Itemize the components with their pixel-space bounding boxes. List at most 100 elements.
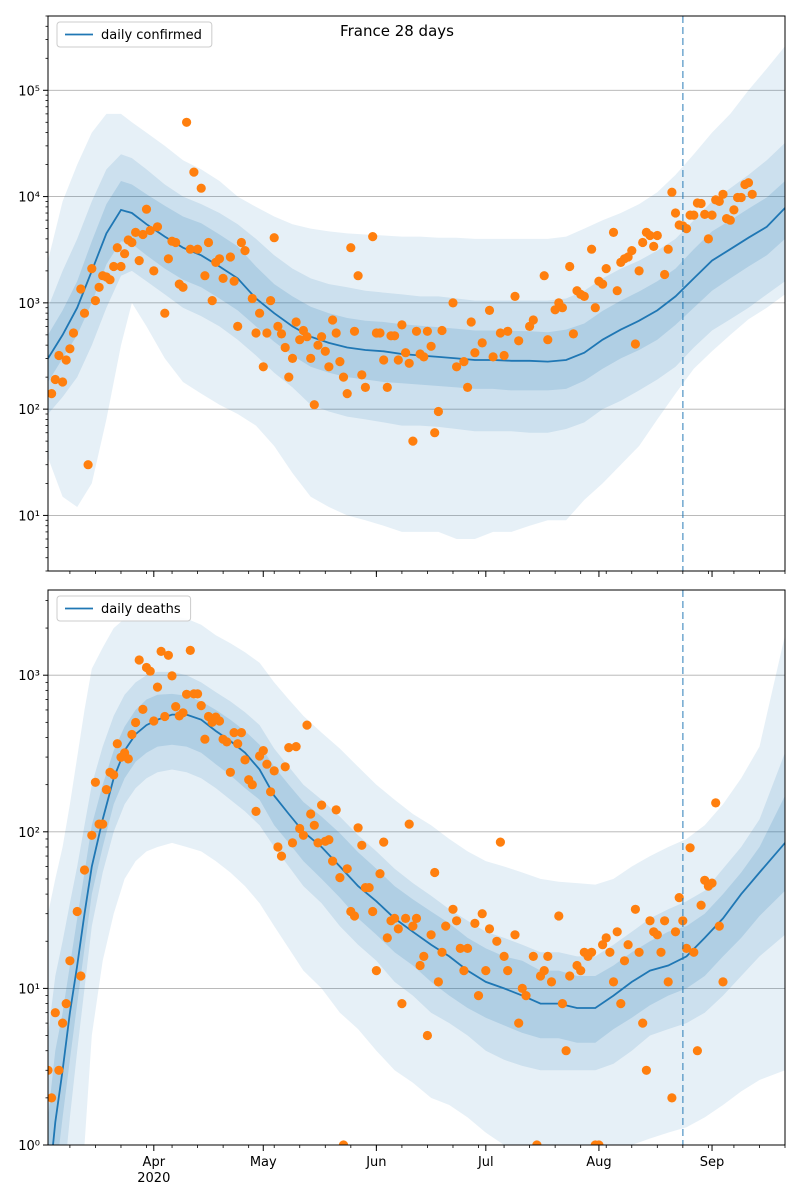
observed-point — [484, 305, 495, 315]
observed-point — [670, 208, 681, 218]
observed-point — [266, 787, 276, 797]
observed-point — [605, 947, 615, 957]
observed-point — [298, 830, 308, 840]
observed-point — [138, 229, 148, 240]
observed-point — [565, 971, 575, 981]
observed-point — [309, 400, 319, 410]
observed-point — [138, 704, 148, 715]
observed-point — [510, 291, 520, 301]
observed-point — [269, 766, 279, 776]
observed-point — [229, 276, 239, 286]
observed-point — [61, 355, 71, 365]
observed-point — [568, 329, 579, 339]
observed-point — [517, 983, 527, 994]
observed-point — [645, 916, 655, 926]
observed-point — [269, 233, 279, 243]
observed-point — [225, 767, 235, 777]
observed-point — [397, 999, 407, 1009]
observed-point — [193, 689, 203, 699]
observed-point — [379, 355, 389, 365]
x-tick-label: May — [250, 1155, 277, 1170]
observed-point — [112, 739, 122, 749]
observed-point — [182, 689, 192, 699]
observed-point — [641, 1065, 652, 1075]
y-tick-label: 10¹ — [18, 509, 40, 524]
observed-point — [317, 800, 327, 810]
observed-point — [598, 279, 608, 289]
observed-point — [743, 178, 754, 188]
observed-point — [707, 210, 717, 220]
observed-point — [94, 282, 104, 292]
observed-point — [266, 296, 276, 306]
observed-point — [240, 246, 250, 256]
observed-point — [430, 867, 440, 878]
band-outer — [48, 610, 785, 1145]
observed-point — [360, 382, 370, 392]
observed-point — [452, 916, 462, 926]
observed-point — [255, 308, 265, 318]
observed-point — [324, 835, 334, 845]
observed-point — [284, 743, 294, 753]
observed-point — [608, 977, 619, 987]
band-middle — [48, 671, 785, 1145]
observed-point — [619, 956, 630, 966]
observed-point — [149, 266, 159, 276]
observed-point — [608, 227, 619, 237]
observed-point — [291, 742, 301, 752]
observed-point — [433, 406, 443, 417]
observed-point — [634, 266, 644, 276]
observed-point — [546, 977, 557, 987]
observed-point — [404, 358, 414, 368]
observed-point — [565, 261, 575, 272]
observed-point — [214, 716, 225, 726]
observed-point — [649, 241, 659, 251]
observed-point — [514, 336, 524, 346]
observed-point — [58, 377, 68, 387]
observed-point — [196, 183, 206, 193]
observed-point — [247, 293, 257, 304]
observed-point — [101, 785, 111, 795]
observed-point — [630, 339, 641, 349]
observed-point — [422, 1030, 432, 1041]
observed-point — [90, 296, 100, 306]
observed-point — [408, 921, 418, 931]
observed-point — [357, 840, 367, 850]
observed-point — [156, 646, 166, 657]
observed-point — [397, 320, 407, 330]
band-outer — [48, 46, 785, 539]
observed-point — [335, 357, 345, 367]
observed-point — [68, 328, 79, 338]
observed-point — [419, 951, 429, 962]
observed-point — [539, 271, 549, 281]
observed-point — [79, 308, 90, 318]
observed-point — [459, 357, 469, 367]
confirmed-panel: 10¹ 10² 10³ 10⁴ 10⁵ daily confirmed — [18, 15, 786, 577]
observed-point — [422, 326, 432, 336]
figure-title: France 28 days — [340, 22, 454, 40]
x-tick-label: Aug — [586, 1155, 611, 1170]
observed-point — [251, 328, 261, 338]
observed-point — [390, 331, 400, 341]
observed-point — [291, 317, 301, 327]
observed-point — [331, 328, 341, 338]
observed-point — [667, 187, 677, 197]
observed-point — [543, 335, 553, 345]
observed-point — [302, 332, 312, 342]
observed-point — [411, 913, 422, 924]
observed-point — [638, 1018, 648, 1028]
observed-point — [79, 865, 90, 875]
observed-point — [262, 759, 272, 769]
observed-point — [331, 805, 341, 815]
observed-point — [411, 326, 422, 336]
observed-point — [247, 780, 257, 790]
axes-frame — [47, 15, 786, 572]
observed-point — [61, 999, 71, 1009]
observed-point — [495, 837, 505, 847]
observed-point — [714, 921, 724, 931]
observed-point — [590, 303, 600, 313]
legend-box — [56, 595, 192, 622]
observed-point — [58, 1018, 68, 1028]
axes-frame — [47, 589, 786, 1146]
observed-point — [419, 352, 429, 362]
